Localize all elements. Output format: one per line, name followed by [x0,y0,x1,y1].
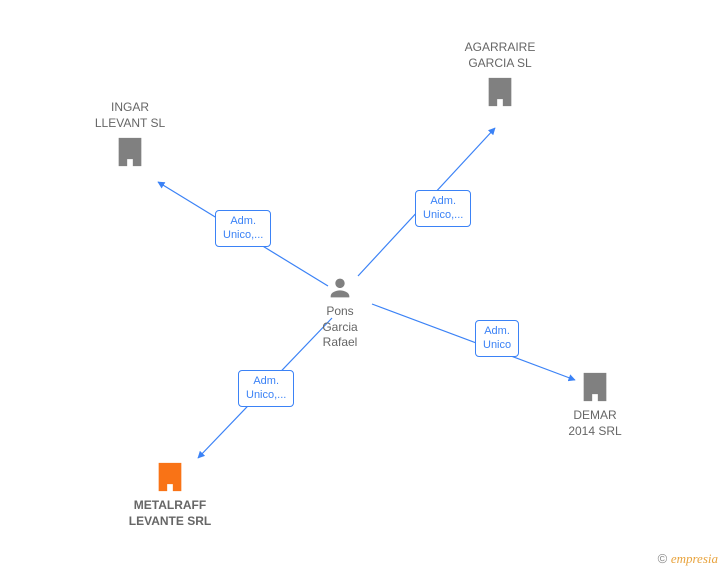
edge-label-demar[interactable]: Adm. Unico [475,320,519,357]
edge-label-metalraff[interactable]: Adm. Unico,... [238,370,294,407]
building-icon [153,460,187,494]
building-icon [483,75,517,109]
node-agarraire[interactable]: AGARRAIRE GARCIA SL [440,40,560,109]
person-icon [326,274,354,302]
edge-label-text: Adm. [230,215,256,227]
building-icon [113,135,147,169]
edge-label-text: Unico,... [246,389,286,401]
edge-label-agarraire[interactable]: Adm. Unico,... [415,190,471,227]
edge-label-text: Adm. [430,195,456,207]
building-icon [578,370,612,404]
edge-label-text: Unico [483,339,511,351]
node-label: INGAR LLEVANT SL [70,100,190,131]
node-ingar[interactable]: INGAR LLEVANT SL [70,100,190,169]
node-demar[interactable]: DEMAR 2014 SRL [535,370,655,439]
node-metalraff[interactable]: METALRAFF LEVANTE SRL [110,460,230,529]
node-label: METALRAFF LEVANTE SRL [110,498,230,529]
edge-label-text: Unico,... [423,209,463,221]
watermark: © empresia [658,551,718,567]
edge-label-text: Adm. [253,375,279,387]
watermark-text: empresia [671,551,718,566]
center-node-label: Pons Garcia Rafael [280,304,400,351]
node-label: AGARRAIRE GARCIA SL [440,40,560,71]
edge-label-text: Unico,... [223,229,263,241]
node-label: DEMAR 2014 SRL [535,408,655,439]
edge-demar [372,304,575,380]
edge-label-text: Adm. [484,325,510,337]
center-node[interactable]: Pons Garcia Rafael [280,274,400,351]
copyright-symbol: © [658,551,668,566]
edge-label-ingar[interactable]: Adm. Unico,... [215,210,271,247]
